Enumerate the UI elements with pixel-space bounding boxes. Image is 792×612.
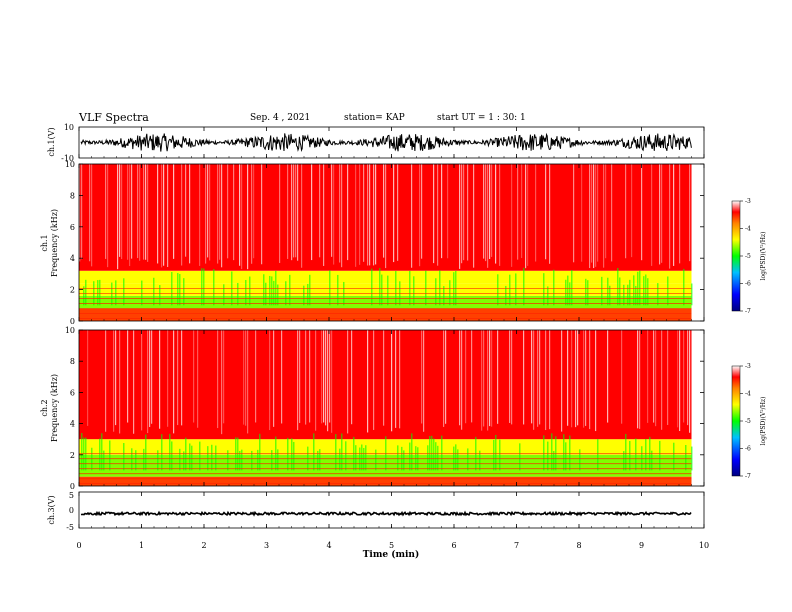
station-label: station= KAP (344, 113, 405, 123)
ch2-colorbar: -3 -4 -5 -6 -7 log(PSD)(V²/Hz) (731, 363, 767, 480)
colorbar-tick-label: -3 (745, 363, 751, 370)
colorbar-tick-label: -7 (745, 473, 751, 480)
colorbar-tick-label: -3 (745, 198, 751, 205)
ch2-spectrogram-panel: 0 2 4 6 8 10 ch.2 Frequency (kHz) (40, 326, 705, 491)
time-tick-label: 2 (201, 541, 206, 550)
spectrogram-ytick-label: 4 (70, 420, 75, 429)
time-tick-label: 6 (451, 541, 456, 550)
ch1-colorbar-label: log(PSD)(V²/Hz) (760, 232, 767, 281)
spectrogram-ytick-label: 0 (70, 317, 75, 326)
time-tick-label: 0 (76, 541, 81, 550)
date-label: Sep. 4 , 2021 (250, 113, 311, 123)
spectrogram-ytick-label: 6 (70, 388, 75, 397)
colorbar-tick-label: -4 (745, 391, 751, 398)
spectrogram-ytick-label: 0 (70, 482, 75, 491)
colorbar-tick-label: -6 (745, 281, 751, 288)
ch3-ytick-mid: 0 (69, 506, 74, 515)
spectrogram-band (79, 270, 692, 284)
time-tick-label: 3 (264, 541, 269, 550)
time-tick-label: 8 (576, 541, 581, 550)
time-tick-label: 4 (326, 541, 331, 550)
spectrogram-ytick-label: 8 (70, 357, 75, 366)
time-axis-label: Time (min) (363, 549, 420, 560)
chart-title: VLF Spectra (79, 111, 149, 124)
ch1-colorbar: -3 -4 -5 -6 -7 log(PSD)(V²/Hz) (731, 198, 767, 315)
spectrogram-band (79, 308, 692, 321)
time-axis: 0 1 2 3 4 5 6 7 8 9 10 (76, 127, 709, 550)
spectrogram-ytick-label: 2 (70, 286, 75, 295)
spectrogram-ytick-label: 10 (65, 160, 75, 169)
time-tick-label: 5 (389, 541, 394, 550)
colorbar-tick-label: -4 (745, 226, 751, 233)
spectrogram-ytick-label: 6 (70, 223, 75, 232)
ch3-waveform-panel: 5 0 -5 ch.3(V) (47, 491, 705, 532)
spectrogram-band (79, 295, 692, 309)
colorbar-tick-label: -5 (745, 253, 751, 260)
spectrogram-band (79, 476, 692, 486)
ch1-ylabel: ch.1(V) (47, 127, 56, 156)
ch1-ytick-bottom: -10 (61, 154, 74, 163)
ch1-spectrogram-image (79, 164, 693, 321)
ch3-ylabel: ch.3(V) (47, 495, 56, 524)
ch3-waveform-line (80, 510, 692, 517)
ch2-spectrogram-image (79, 330, 693, 486)
colorbar-tick-label: -7 (745, 308, 751, 315)
spectrogram-ytick-label: 2 (70, 451, 75, 460)
time-tick-label: 7 (514, 541, 519, 550)
ch1-waveform-line (80, 132, 692, 153)
ch2-ylabel-channel: ch.2 (40, 399, 49, 416)
spectrogram-ytick-label: 4 (70, 254, 75, 263)
spectrogram-band (79, 283, 692, 296)
spectrogram-ytick-label: 10 (65, 326, 75, 335)
ch3-ytick-bottom: -5 (66, 523, 74, 532)
ch1-spectrogram-panel: 0 2 4 6 8 10 ch.1 Frequency (kHz) (40, 160, 705, 326)
spectrogram-band (79, 330, 692, 440)
time-tick-label: 9 (639, 541, 644, 550)
ch1-waveform-panel: 10 -10 ch.1(V) (47, 123, 705, 163)
ch1-ylabel-channel: ch.1 (40, 234, 49, 251)
colorbar-tick-label: -5 (745, 418, 751, 425)
ch2-ylabel-frequency: Frequency (kHz) (50, 374, 59, 442)
start-ut-label: start UT = 1 : 30: 1 (437, 113, 526, 123)
ch1-ytick-top: 10 (64, 123, 74, 132)
ch1-ylabel-frequency: Frequency (kHz) (50, 209, 59, 277)
time-tick-label: 10 (699, 541, 709, 550)
time-tick-label: 1 (139, 541, 144, 550)
ch3-ytick-top: 5 (69, 491, 74, 500)
ch2-colorbar-label: log(PSD)(V²/Hz) (760, 397, 767, 446)
colorbar-tick-label: -6 (745, 446, 751, 453)
spectrogram-ytick-label: 8 (70, 191, 75, 200)
